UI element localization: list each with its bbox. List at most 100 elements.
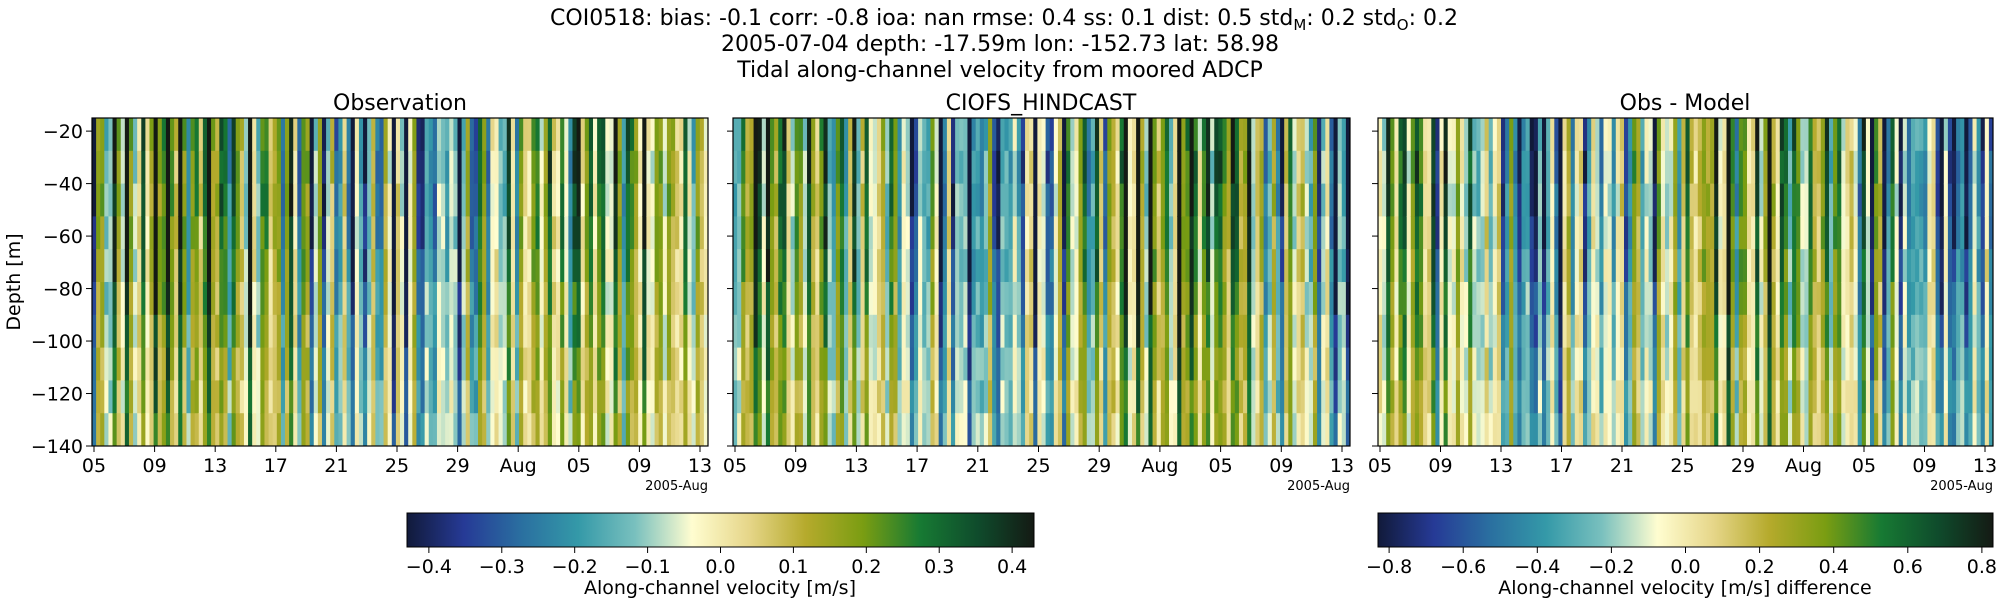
- heatmap-cell: [1074, 150, 1080, 185]
- heatmap-cell: [959, 183, 964, 217]
- heatmap-cell: [1243, 347, 1248, 381]
- heatmap-cell: [334, 249, 339, 283]
- heatmap-cell: [1665, 282, 1670, 316]
- heatmap-cell: [576, 216, 582, 250]
- heatmap-cell: [539, 282, 545, 316]
- heatmap-cell: [597, 413, 602, 446]
- heatmap-cell: [1004, 249, 1010, 283]
- heatmap-cell: [741, 347, 746, 381]
- heatmap-cell: [120, 314, 126, 349]
- heatmap-cell: [358, 150, 364, 185]
- heatmap-cell: [260, 347, 266, 381]
- heatmap-cell: [1304, 249, 1310, 283]
- heatmap-cell: [1595, 118, 1600, 152]
- heatmap-cell: [1968, 249, 1974, 283]
- heatmap-cell: [116, 347, 122, 381]
- heatmap-cell: [770, 249, 775, 283]
- heatmap-cell: [1788, 314, 1793, 349]
- heatmap-cell: [1578, 413, 1584, 446]
- heatmap-cell: [428, 347, 434, 381]
- heatmap-cell: [1911, 282, 1916, 316]
- heatmap-cell: [1136, 347, 1141, 381]
- heatmap-cell: [1509, 347, 1514, 381]
- heatmap-cell: [551, 413, 557, 446]
- heatmap-cell: [897, 413, 903, 446]
- heatmap-cell: [239, 282, 245, 316]
- heatmap-cell: [897, 314, 903, 349]
- heatmap-cell: [934, 314, 940, 349]
- heatmap-cell: [1451, 413, 1457, 446]
- heatmap-cell: [539, 150, 545, 185]
- heatmap-cell: [1710, 282, 1715, 316]
- heatmap-cell: [1763, 216, 1769, 250]
- heatmap-cell: [1767, 118, 1773, 152]
- heatmap-cell: [864, 314, 870, 349]
- heatmap-cell: [1923, 150, 1928, 185]
- heatmap-cell: [1533, 183, 1539, 217]
- heatmap-cell: [938, 282, 944, 316]
- heatmap-cell: [1243, 118, 1248, 152]
- heatmap-cell: [1247, 249, 1252, 283]
- heatmap-cell: [1325, 282, 1331, 316]
- heatmap-cell: [1915, 249, 1920, 283]
- heatmap-cell: [92, 347, 97, 381]
- heatmap-cell: [1980, 118, 1986, 152]
- heatmap-cell: [539, 118, 545, 152]
- heatmap-cell: [572, 216, 578, 250]
- heatmap-cell: [1911, 413, 1916, 446]
- heatmap-cell: [1177, 314, 1182, 349]
- heatmap-cell: [227, 118, 233, 152]
- heatmap-cell: [1714, 216, 1719, 250]
- colorbar-difference-gradient: [1377, 512, 1994, 548]
- heatmap-cell: [1390, 183, 1395, 217]
- heatmap-cell: [909, 249, 915, 283]
- heatmap-cell: [1435, 216, 1441, 250]
- heatmap-cell: [926, 216, 932, 250]
- heatmap-cell: [1029, 216, 1034, 250]
- heatmap-cell: [1070, 413, 1075, 446]
- heatmap-cell: [1509, 150, 1514, 185]
- heatmap-cell: [1029, 380, 1034, 414]
- heatmap-cell: [1402, 183, 1408, 217]
- heatmap-cell: [1665, 314, 1670, 349]
- heatmap-cell: [1189, 380, 1195, 414]
- heatmap-cell: [1820, 314, 1826, 349]
- heatmap-cell: [1008, 118, 1014, 152]
- heatmap-cell: [1710, 347, 1715, 381]
- heatmap-cell: [1480, 347, 1486, 381]
- y-tick-label: −80: [43, 279, 83, 301]
- heatmap-cell: [1681, 249, 1687, 283]
- heatmap-cell: [178, 282, 183, 316]
- heatmap-cell: [531, 413, 537, 446]
- heatmap-cell: [1435, 413, 1441, 446]
- heatmap-cell: [988, 314, 993, 349]
- heatmap-cell: [1201, 249, 1207, 283]
- heatmap-cell: [141, 282, 146, 316]
- heatmap-cell: [379, 249, 385, 283]
- heatmap-cell: [1665, 118, 1670, 152]
- heatmap-cell: [1796, 347, 1801, 381]
- heatmap-cell: [580, 413, 586, 446]
- heatmap-cell: [395, 314, 401, 349]
- heatmap-cell: [510, 314, 516, 349]
- heatmap-cell: [104, 380, 110, 414]
- heatmap-cell: [1800, 380, 1805, 414]
- heatmap-cell: [1152, 118, 1158, 152]
- heatmap-cell: [1554, 216, 1559, 250]
- heatmap-cell: [662, 347, 668, 381]
- heatmap-cell: [934, 347, 940, 381]
- heatmap-cell: [112, 282, 118, 316]
- heatmap-cell: [963, 314, 969, 349]
- heatmap-cell: [1271, 249, 1277, 283]
- heatmap-cell: [946, 216, 952, 250]
- heatmap-cell: [1255, 380, 1261, 414]
- heatmap-cell: [330, 150, 335, 185]
- heatmap-cell: [178, 380, 183, 414]
- heatmap-cell: [535, 249, 541, 283]
- heatmap-cell: [1402, 314, 1408, 349]
- heatmap-cell: [765, 314, 771, 349]
- heatmap-cell: [1574, 216, 1580, 250]
- heatmap-cell: [605, 314, 611, 349]
- heatmap-cell: [219, 216, 225, 250]
- heatmap-cell: [1164, 314, 1170, 349]
